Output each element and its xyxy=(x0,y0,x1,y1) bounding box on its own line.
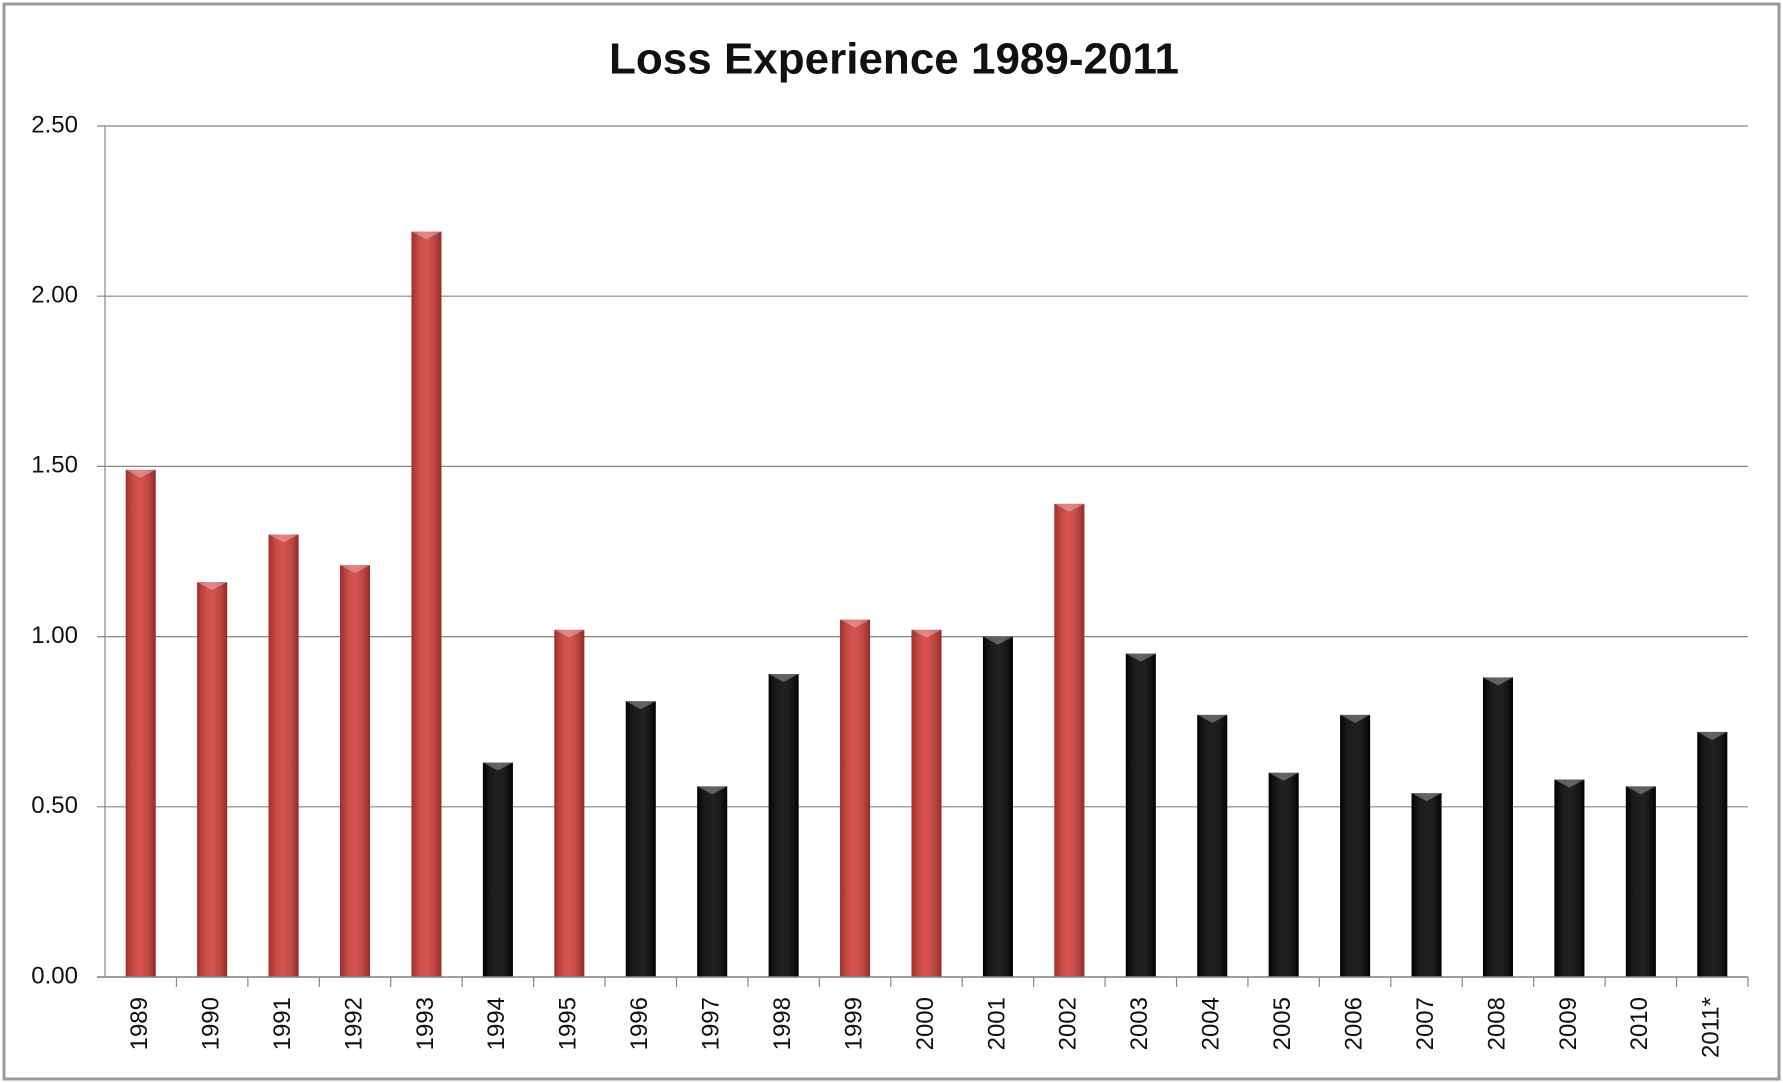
bar-cap xyxy=(268,534,299,543)
bar-shade xyxy=(697,786,728,977)
x-tick-label: 1995 xyxy=(555,997,582,1050)
bar-shade xyxy=(1697,731,1728,977)
bar-shade xyxy=(411,231,442,978)
x-tick-label: 2008 xyxy=(1483,997,1510,1050)
x-tick-label: 2000 xyxy=(912,997,939,1050)
bar-shade xyxy=(1340,714,1371,977)
x-tick-label: 2010 xyxy=(1626,997,1653,1050)
x-tick-label: 2002 xyxy=(1055,997,1082,1050)
bar-shade xyxy=(482,762,513,977)
bar-cap xyxy=(197,582,228,591)
bar-cap xyxy=(768,674,799,683)
bar-shade xyxy=(340,565,371,977)
bar-shade xyxy=(1268,772,1299,977)
bar-cap xyxy=(340,565,371,574)
bar-cap xyxy=(411,231,442,240)
bar-shade xyxy=(1554,779,1585,977)
x-tick-label: 1991 xyxy=(269,997,296,1050)
bar-shade xyxy=(1625,786,1656,977)
bar-shade xyxy=(1125,653,1156,977)
bar-shade xyxy=(625,701,656,977)
x-tick-label: 1993 xyxy=(412,997,439,1050)
x-tick-label: 1998 xyxy=(769,997,796,1050)
bar-cap xyxy=(1340,714,1371,723)
bar-cap xyxy=(625,701,656,710)
chart-title: Loss Experience 1989-2011 xyxy=(609,35,1179,84)
x-tick-label: 1996 xyxy=(626,997,653,1050)
x-tick-label: 1990 xyxy=(197,997,224,1050)
bar-cap xyxy=(1625,786,1656,795)
x-tick-label: 2004 xyxy=(1198,997,1225,1050)
bar-cap xyxy=(982,636,1013,645)
bar-shade xyxy=(554,629,585,977)
bar-shade xyxy=(268,534,299,977)
bar-shade xyxy=(768,674,799,977)
x-tick-label: 2003 xyxy=(1126,997,1153,1050)
x-tick-label: 1992 xyxy=(340,997,367,1050)
y-tick-label: 0.50 xyxy=(31,792,78,819)
y-tick-label: 2.00 xyxy=(31,282,78,309)
bar-cap xyxy=(482,762,513,771)
bar-cap xyxy=(1054,503,1085,512)
y-tick-label: 2.50 xyxy=(31,111,78,138)
x-tick-label: 1997 xyxy=(698,997,725,1050)
bar-cap xyxy=(1697,731,1728,740)
y-tick-label: 1.00 xyxy=(31,622,78,649)
bar-cap xyxy=(1482,677,1513,686)
bar-shade xyxy=(125,469,156,977)
bar-shade xyxy=(840,619,871,977)
x-tick-label: 2007 xyxy=(1412,997,1439,1050)
bar-cap xyxy=(911,629,942,638)
bar-cap xyxy=(1411,793,1442,802)
y-tick-label: 0.00 xyxy=(31,962,78,989)
bar-cap xyxy=(125,469,156,478)
bar-shade xyxy=(982,636,1013,977)
x-tick-label: 1994 xyxy=(483,997,510,1050)
bar-cap xyxy=(1268,772,1299,781)
x-tick-label: 2001 xyxy=(983,997,1010,1050)
bar-shade xyxy=(197,582,228,977)
bar-cap xyxy=(1554,779,1585,788)
x-tick-label: 2009 xyxy=(1555,997,1582,1050)
y-tick-label: 1.50 xyxy=(31,452,78,479)
bar-cap xyxy=(554,629,585,638)
bar-cap xyxy=(1197,714,1228,723)
x-tick-label: 1989 xyxy=(126,997,153,1050)
bar-shade xyxy=(1411,793,1442,977)
x-tick-label: 1999 xyxy=(840,997,867,1050)
bar-cap xyxy=(1125,653,1156,662)
bar-shade xyxy=(1197,714,1228,977)
bar-shade xyxy=(1054,503,1085,977)
x-tick-label: 2011* xyxy=(1698,997,1725,1058)
bar-shade xyxy=(911,629,942,977)
bar-shade xyxy=(1482,677,1513,977)
x-tick-label: 2006 xyxy=(1340,997,1367,1050)
bar-cap xyxy=(697,786,728,795)
x-tick-label: 2005 xyxy=(1269,997,1296,1050)
bar-cap xyxy=(840,619,871,628)
